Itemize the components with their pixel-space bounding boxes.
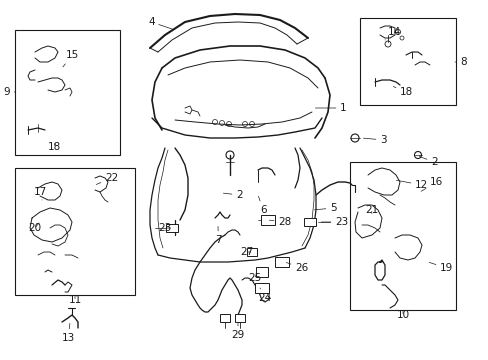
Text: 15: 15 <box>63 50 79 67</box>
Text: 29: 29 <box>231 323 244 340</box>
Bar <box>15 30 120 155</box>
Bar <box>165 224 178 232</box>
Text: 26: 26 <box>285 262 307 273</box>
Text: 5: 5 <box>314 203 336 213</box>
Bar <box>220 314 229 322</box>
Text: 3: 3 <box>363 135 386 145</box>
Text: 10: 10 <box>396 310 409 320</box>
Bar <box>15 168 135 295</box>
Text: 4: 4 <box>148 17 173 30</box>
Text: 16: 16 <box>420 177 442 191</box>
Text: 28: 28 <box>269 217 291 227</box>
Text: 18: 18 <box>392 86 412 97</box>
Text: 11: 11 <box>68 295 81 305</box>
Text: 27: 27 <box>240 247 253 257</box>
Text: 6: 6 <box>258 196 266 215</box>
Bar <box>261 215 274 225</box>
Text: 7: 7 <box>215 226 221 245</box>
Bar <box>246 248 257 256</box>
Text: 21: 21 <box>364 205 378 215</box>
Text: 20: 20 <box>28 223 41 233</box>
Text: 14: 14 <box>384 27 401 40</box>
Text: 18: 18 <box>48 142 61 152</box>
Text: 19: 19 <box>428 262 452 273</box>
Text: 22: 22 <box>96 173 118 184</box>
Text: 13: 13 <box>62 323 75 343</box>
Text: 1: 1 <box>315 103 346 113</box>
Text: 8: 8 <box>454 57 466 67</box>
Text: 23: 23 <box>158 223 171 233</box>
Bar <box>349 162 455 310</box>
Text: 2: 2 <box>418 157 437 167</box>
Bar <box>274 257 288 267</box>
Text: 12: 12 <box>396 180 427 190</box>
Text: 17: 17 <box>34 187 47 200</box>
Bar <box>254 283 268 293</box>
Text: 23: 23 <box>321 217 347 227</box>
Bar <box>235 314 244 322</box>
Bar <box>359 18 455 105</box>
Text: 2: 2 <box>223 190 242 200</box>
Text: 24: 24 <box>258 288 271 303</box>
Text: 9: 9 <box>3 87 15 97</box>
Bar <box>304 218 315 226</box>
Bar <box>256 267 267 277</box>
Text: 25: 25 <box>247 273 261 283</box>
